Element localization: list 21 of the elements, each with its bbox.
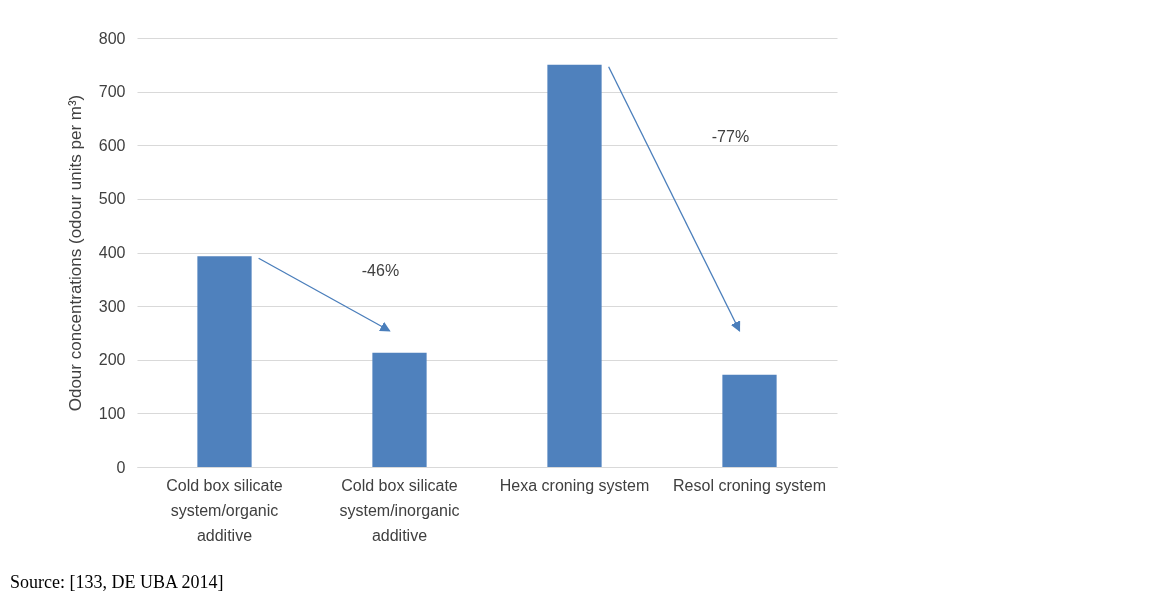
y-axis-title: Odour concentrations (odour units per m³): [65, 94, 85, 412]
y-tick-label: 200: [98, 351, 126, 369]
y-tick-label: 100: [98, 404, 126, 422]
y-tick-label: 500: [98, 190, 126, 208]
x-tick-label: Hexa croning system: [499, 476, 650, 494]
x-tick-label: Cold box silicate system/inorganic additive: [339, 476, 460, 544]
annotation: -77%: [711, 128, 750, 145]
y-tick-label: 700: [98, 83, 126, 101]
bar: [197, 256, 252, 467]
y-tick-label: 300: [98, 297, 126, 315]
y-tick-label: 600: [98, 136, 126, 154]
y-tick-label: 800: [98, 29, 126, 47]
annotation: -46%: [361, 262, 400, 280]
source-note: Source: [133, DE UBA 2014]: [10, 572, 224, 591]
x-tick-label: Cold box silicate system/organic additive: [166, 476, 283, 544]
bar: [372, 352, 427, 467]
bar: [547, 64, 602, 467]
bar: [722, 374, 777, 467]
y-tick-label: 400: [98, 244, 126, 261]
x-tick-label: Resol croning system: [673, 476, 826, 494]
y-tick-label: 0: [116, 458, 126, 476]
